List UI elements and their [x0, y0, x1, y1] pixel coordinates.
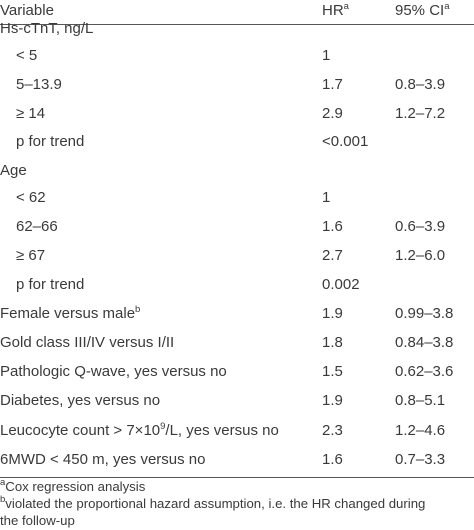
header-variable: Variable [0, 2, 54, 19]
row-label: Leucocyte count > 7×109/L, yes versus no [0, 421, 279, 439]
table-row: Pathologic Q-wave, yes versus no 1.5 0.62–… [0, 357, 474, 386]
table-row: ≥ 67 2.7 1.2–6.0 [0, 241, 474, 270]
row-ci: 1.2–7.2 [395, 105, 446, 122]
row-label: p for trend [16, 133, 85, 150]
row-label: Diabetes, yes versus no [0, 392, 161, 409]
row-hr: <0.001 [322, 133, 369, 150]
table-row: p for trend <0.001 [0, 127, 474, 156]
row-ci: 0.8–5.1 [395, 392, 446, 409]
table-row: Age [0, 156, 474, 185]
row-hr: 2.3 [322, 422, 343, 439]
row-label: p for trend [16, 276, 85, 293]
table-row: < 62 1 [0, 183, 474, 212]
footnotes: aCox regression analysis bviolated the pr… [0, 478, 474, 529]
row-ci: 1.2–6.0 [395, 247, 446, 264]
row-hr: 0.002 [322, 276, 360, 293]
row-label: Gold class III/IV versus I/II [0, 334, 175, 351]
row-hr: 1.8 [322, 334, 343, 351]
table-row: Leucocyte count > 7×109/L, yes versus no… [0, 416, 474, 445]
row-label: Pathologic Q-wave, yes versus no [0, 363, 227, 380]
row-label: 62–66 [16, 218, 58, 235]
row-ci: 0.6–3.9 [395, 218, 446, 235]
table-row: Gold class III/IV versus I/II 1.8 0.84–3.8 [0, 328, 474, 357]
table-row: Hs-cTnT, ng/L [0, 14, 474, 43]
table-row: Female versus maleb 1.9 0.99–3.8 [0, 299, 474, 328]
row-hr: 2.7 [322, 247, 343, 264]
row-hr: 1.6 [322, 218, 343, 235]
table-row: p for trend 0.002 [0, 270, 474, 299]
row-ci: 0.8–3.9 [395, 76, 446, 93]
row-hr: 1 [322, 47, 331, 64]
table-row: < 5 1 [0, 41, 474, 70]
row-hr: 1.9 [322, 392, 343, 409]
row-hr: 2.9 [322, 105, 343, 122]
row-hr: 1.7 [322, 76, 343, 93]
row-ci: 0.7–3.3 [395, 451, 446, 468]
row-hr: 1.5 [322, 363, 343, 380]
row-hr: 1.6 [322, 451, 343, 468]
header-rule [0, 24, 474, 25]
table-row: 62–66 1.6 0.6–3.9 [0, 212, 474, 241]
row-label: < 5 [16, 47, 38, 64]
row-label: 6MWD < 450 m, yes versus no [0, 451, 206, 468]
table-row: Diabetes, yes versus no 1.9 0.8–5.1 [0, 386, 474, 415]
row-hr: 1.9 [322, 305, 343, 322]
row-label: 5–13.9 [16, 76, 62, 93]
row-label: ≥ 67 [16, 247, 46, 264]
row-label: ≥ 14 [16, 105, 46, 122]
row-ci: 1.2–4.6 [395, 422, 446, 439]
row-label: Hs-cTnT, ng/L [0, 20, 94, 37]
row-ci: 0.84–3.8 [395, 334, 454, 351]
row-ci: 0.62–3.6 [395, 363, 454, 380]
table-header-row: Variable HRa 95% CIa [0, 0, 474, 25]
row-ci: 0.99–3.8 [395, 305, 454, 322]
footnote: aCox regression analysis [0, 477, 146, 494]
row-label: Female versus maleb [0, 304, 141, 322]
table-row: 6MWD < 450 m, yes versus no 1.6 0.7–3.3 [0, 445, 474, 474]
bottom-rule [0, 477, 474, 478]
header-ci: 95% CIa [395, 1, 450, 19]
header-hr: HRa [322, 1, 349, 19]
footnote: bviolated the proportional hazard assump… [0, 494, 426, 511]
table-row: 5–13.9 1.7 0.8–3.9 [0, 70, 474, 99]
row-label: Age [0, 162, 27, 179]
row-label: < 62 [16, 189, 46, 206]
footnote: the follow-up [0, 513, 75, 528]
row-hr: 1 [322, 189, 331, 206]
table-row: ≥ 14 2.9 1.2–7.2 [0, 99, 474, 128]
